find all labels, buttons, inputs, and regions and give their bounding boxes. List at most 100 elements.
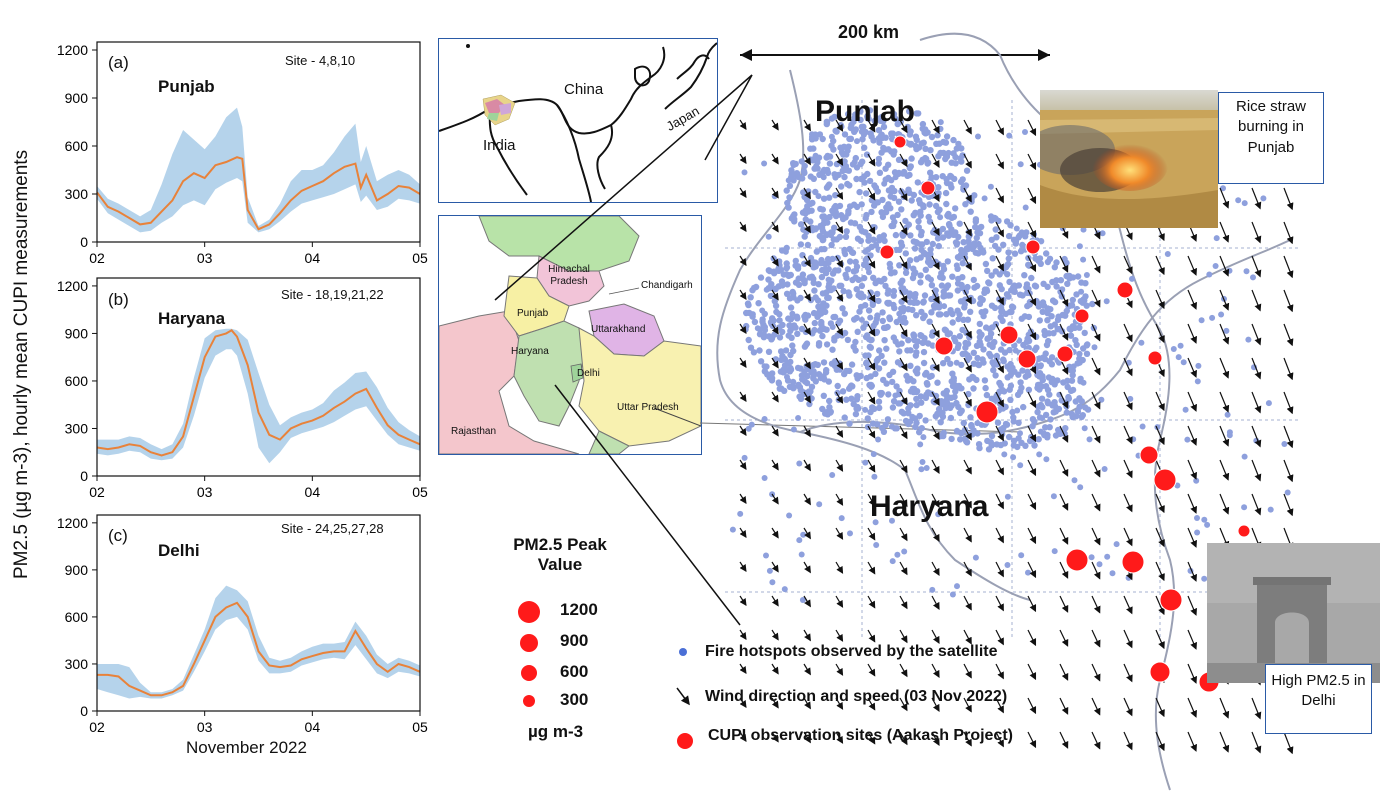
- wind-arrow: [1219, 255, 1230, 277]
- hotspot: [812, 263, 819, 270]
- wind-arrow: [963, 119, 972, 135]
- hotspot: [841, 249, 848, 256]
- pm-legend-300: 300: [560, 690, 589, 709]
- hotspot: [832, 267, 839, 274]
- hotspot: [948, 402, 955, 409]
- hotspot: [909, 413, 916, 420]
- hotspot: [896, 348, 903, 355]
- hotspot: [749, 311, 756, 318]
- hotspot: [846, 420, 853, 427]
- hotspot: [1241, 200, 1248, 207]
- wind-arrow: [1283, 357, 1294, 381]
- hotspot: [919, 120, 927, 128]
- wind-arrow: [931, 493, 940, 508]
- wind-arrow: [1059, 255, 1069, 273]
- hotspot: [952, 388, 959, 395]
- wind-arrow: [1091, 663, 1101, 682]
- hotspot: [854, 403, 861, 411]
- hotspot: [987, 183, 994, 190]
- hotspot: [954, 254, 962, 261]
- hotspot: [845, 110, 852, 118]
- hotspot: [839, 388, 847, 395]
- wind-arrow: [995, 391, 1004, 408]
- wind-arrow: [1091, 323, 1101, 342]
- hotspot: [960, 316, 967, 323]
- hotspot: [881, 359, 888, 366]
- hotspot: [962, 201, 969, 208]
- hotspot: [857, 290, 865, 297]
- map-label-punjab: Punjab: [815, 95, 916, 128]
- states-inset-map: Himachal Pradesh Chandigarh Punjab Uttar…: [438, 215, 702, 455]
- hotspot: [852, 111, 859, 118]
- hotspot: [1015, 419, 1022, 426]
- hotspot: [1068, 410, 1076, 418]
- hotspot: [1078, 413, 1086, 420]
- hotspot: [890, 334, 897, 341]
- wind-arrow: [931, 697, 940, 712]
- hotspot: [828, 133, 835, 140]
- hotspot: [857, 116, 864, 124]
- hotspot: [1006, 278, 1013, 286]
- hotspot: [874, 290, 881, 298]
- hotspot: [868, 208, 875, 216]
- hotspot: [866, 107, 874, 114]
- panel-2-xtick-label-03: 03: [197, 719, 213, 735]
- hotspot: [869, 405, 876, 412]
- hotspot: [1080, 226, 1087, 233]
- hotspot: [846, 182, 853, 189]
- hotspot: [831, 337, 838, 344]
- panel-1-ytick-label-900: 900: [65, 325, 89, 341]
- hotspot: [772, 286, 779, 293]
- hotspot: [926, 373, 933, 380]
- hotspot: [820, 195, 828, 202]
- hotspot: [867, 337, 874, 344]
- hotspot: [883, 345, 890, 352]
- hotspot: [1019, 367, 1026, 374]
- hotspot: [949, 273, 956, 280]
- hotspot: [820, 359, 828, 366]
- wind-arrow: [1155, 731, 1165, 752]
- hotspot: [843, 228, 850, 235]
- hotspot: [893, 246, 900, 254]
- wind-arrow: [995, 595, 1004, 612]
- hotspot: [958, 430, 965, 437]
- wind-arrow: [835, 323, 844, 336]
- hotspot: [1025, 386, 1033, 393]
- hotspot: [844, 336, 852, 344]
- wind-arrow: [1091, 629, 1101, 648]
- hotspot: [1241, 504, 1248, 511]
- hotspot: [801, 260, 808, 267]
- hotspot: [1154, 424, 1161, 431]
- label-uttar-pradesh: Uttar Pradesh: [617, 402, 679, 413]
- panel-0-ytick-label-900: 900: [65, 90, 89, 106]
- hotspot: [880, 324, 888, 331]
- hotspot: [787, 351, 794, 359]
- label-himachal: Himachal Pradesh: [548, 264, 590, 287]
- wind-arrow: [1027, 425, 1037, 443]
- hotspot: [786, 368, 794, 375]
- hotspot: [1051, 321, 1059, 328]
- hotspot: [809, 131, 815, 138]
- wind-arrow: [835, 255, 844, 268]
- hotspot: [865, 237, 872, 244]
- wind-arrow: [867, 663, 876, 677]
- hotspot: [946, 222, 953, 229]
- hotspot: [811, 287, 818, 294]
- pm-legend-dot-3: [523, 695, 535, 707]
- hotspot: [1046, 255, 1054, 262]
- hotspot: [1023, 229, 1030, 236]
- hotspot: [961, 250, 968, 257]
- hotspot: [824, 182, 832, 190]
- panel-1-ytick-label-600: 600: [65, 373, 89, 389]
- hotspot: [1245, 336, 1252, 343]
- hotspot: [776, 385, 783, 392]
- hotspot: [887, 264, 894, 272]
- hotspot: [1000, 356, 1007, 363]
- hotspot: [1235, 197, 1242, 204]
- hotspot: [782, 347, 790, 354]
- cupi-site-0: [893, 135, 907, 149]
- hotspot: [1076, 243, 1083, 250]
- hotspot: [1035, 403, 1042, 410]
- wind-arrow: [739, 221, 747, 233]
- hotspot: [907, 362, 914, 369]
